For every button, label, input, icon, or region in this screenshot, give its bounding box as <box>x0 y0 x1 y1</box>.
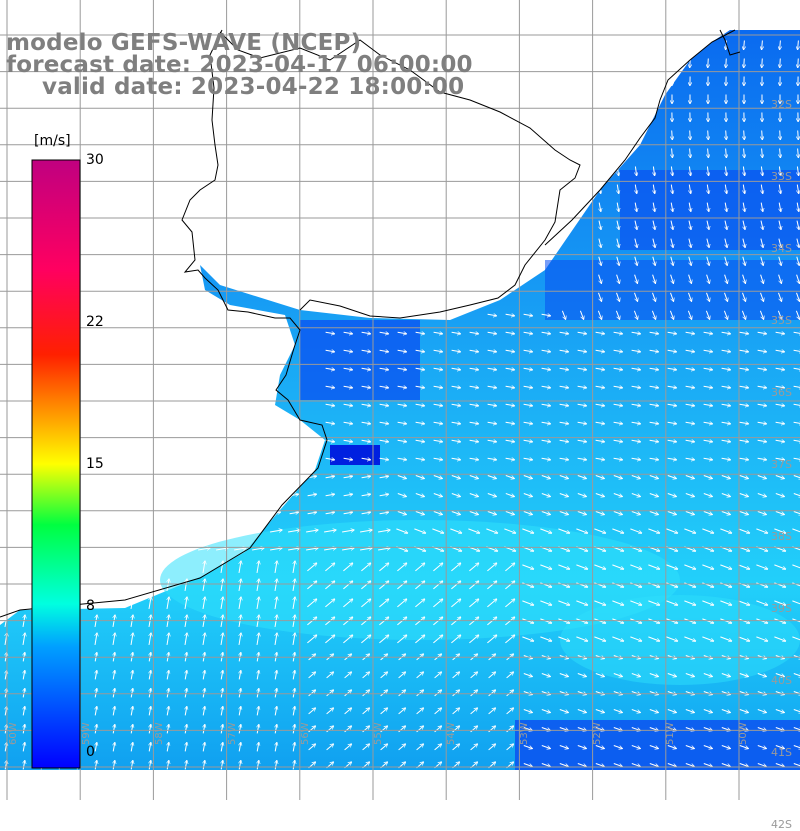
wind-arrow <box>762 59 763 68</box>
wind-arrow <box>708 59 709 68</box>
wind-arrow <box>290 476 299 478</box>
low-wind-patch <box>300 320 420 400</box>
lon-label: 51W <box>665 722 676 745</box>
lon-label: 60W <box>8 722 19 745</box>
lon-label: 50W <box>738 722 749 745</box>
wind-arrow <box>780 59 781 68</box>
lat-label: 36S <box>771 386 792 399</box>
colorbar-tick-label: 8 <box>86 598 95 614</box>
low-wind-patch <box>545 260 800 320</box>
wind-arrow <box>708 131 709 140</box>
colorbar-tick-label: 22 <box>86 314 104 330</box>
wind-arrow <box>744 59 745 68</box>
wind-arrow <box>131 579 133 591</box>
colorbar-tick-label: 0 <box>86 744 95 760</box>
wind-arrow <box>726 131 727 140</box>
colorbar-gradient <box>32 160 80 768</box>
colorbar-tick-label: 30 <box>86 152 104 168</box>
wind-map <box>0 0 800 800</box>
lon-label: 52W <box>592 722 603 745</box>
wind-arrow <box>272 494 281 496</box>
wind-arrow <box>599 167 600 176</box>
lat-label: 42S <box>771 818 792 831</box>
wind-arrow <box>798 59 799 68</box>
wind-arrow <box>744 131 745 140</box>
lon-label: 55W <box>373 722 384 745</box>
lat-label: 32S <box>771 98 792 111</box>
lon-label: 54W <box>446 722 457 745</box>
lat-label: 37S <box>771 458 792 471</box>
wind-arrow <box>726 59 727 68</box>
wind-arrow <box>762 131 763 140</box>
lon-label: 59W <box>81 722 92 745</box>
colorbar-unit: [m/s] <box>34 133 71 149</box>
wind-arrow <box>780 131 781 140</box>
wind-arrow <box>272 476 281 478</box>
wind-arrow <box>690 131 691 140</box>
lat-label: 41S <box>771 746 792 759</box>
lat-label: 39S <box>771 602 792 615</box>
lat-label: 40S <box>771 674 792 687</box>
lon-label: 58W <box>154 722 165 745</box>
lat-label: 33S <box>771 170 792 183</box>
valid-date: valid date: 2023-04-22 18:00:00 <box>42 75 464 99</box>
lon-label: 56W <box>300 722 311 745</box>
lon-label: 53W <box>519 722 530 745</box>
low-wind-patch <box>515 720 800 770</box>
colorbar-tick-label: 15 <box>86 456 104 472</box>
wind-arrow <box>798 131 799 140</box>
lat-label: 34S <box>771 242 792 255</box>
lon-label: 57W <box>227 722 238 745</box>
wind-arrow <box>149 579 151 591</box>
wind-arrow <box>672 59 673 68</box>
wind-arrow <box>672 131 673 140</box>
lat-label: 38S <box>771 530 792 543</box>
lat-label: 35S <box>771 314 792 327</box>
